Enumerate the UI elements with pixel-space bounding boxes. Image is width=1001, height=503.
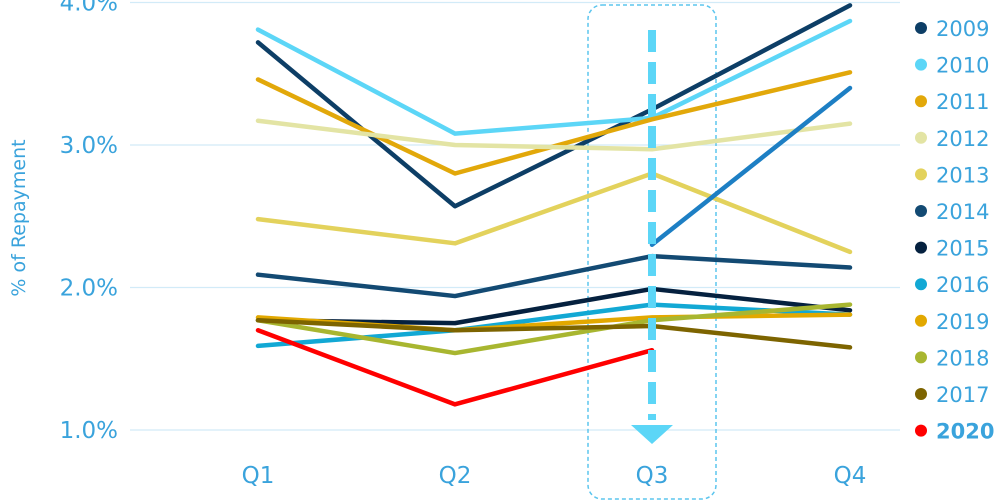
legend-label-2020: 2020 xyxy=(936,420,994,444)
legend-marker-2019 xyxy=(915,314,927,327)
legend-marker-2017 xyxy=(915,388,927,400)
y-tick-label: 1.0% xyxy=(60,418,118,444)
legend-marker-2018 xyxy=(915,351,927,364)
series-line-2010 xyxy=(255,18,853,136)
legend-marker-2012 xyxy=(915,131,927,144)
legend-label-2016: 2016 xyxy=(936,273,989,297)
gridlines xyxy=(130,1,900,431)
legend-label-2013: 2013 xyxy=(936,163,989,187)
x-tick-label: Q3 xyxy=(636,463,669,489)
y-axis-title: % of Repayment xyxy=(8,139,30,296)
down-arrow xyxy=(631,30,673,444)
x-tick-label: Q1 xyxy=(242,463,275,489)
series-line-2012 xyxy=(255,118,853,152)
legend: 2009 2010 2011 2012 2013 2014 2015 2016 2019 2018… xyxy=(915,17,994,444)
legend-label-2015: 2015 xyxy=(936,237,989,261)
q3-highlight-box xyxy=(587,4,717,500)
series-line-2013 xyxy=(255,171,853,255)
legend-marker-2011 xyxy=(915,95,927,108)
y-axis-ticks: 1.0% 2.0% 3.0% 4.0% xyxy=(60,0,118,444)
series-line-2018 xyxy=(255,302,853,356)
legend-marker-2009 xyxy=(915,22,927,34)
series-line-2014 xyxy=(255,253,853,299)
series-lines xyxy=(255,3,853,407)
x-tick-label: Q4 xyxy=(834,463,867,489)
legend-marker-2013 xyxy=(915,168,927,181)
series-line-2017 xyxy=(255,318,853,350)
legend-marker-2020 xyxy=(915,424,927,437)
extra-series-line xyxy=(649,85,853,247)
y-tick-label: 3.0% xyxy=(60,133,118,159)
y-tick-label: 4.0% xyxy=(60,0,118,17)
legend-label-2010: 2010 xyxy=(936,54,989,78)
legend-marker-2010 xyxy=(915,58,927,71)
legend-label-2011: 2011 xyxy=(936,90,989,114)
y-tick-label: 2.0% xyxy=(60,276,118,302)
legend-marker-2015 xyxy=(915,241,927,254)
series-line-2009 xyxy=(255,3,853,209)
legend-label-2018: 2018 xyxy=(936,346,989,370)
series-line-2020 xyxy=(255,328,655,407)
arrow-head xyxy=(631,425,673,444)
legend-label-2014: 2014 xyxy=(936,200,989,224)
x-axis-ticks: Q1 Q2 Q3 Q4 xyxy=(242,463,867,489)
legend-marker-2014 xyxy=(915,205,927,217)
legend-label-2012: 2012 xyxy=(936,127,989,151)
legend-marker-2016 xyxy=(915,278,927,291)
legend-label-2019: 2019 xyxy=(936,310,989,334)
legend-label-2017: 2017 xyxy=(936,383,989,407)
x-tick-label: Q2 xyxy=(439,463,472,489)
legend-label-2009: 2009 xyxy=(936,17,989,41)
